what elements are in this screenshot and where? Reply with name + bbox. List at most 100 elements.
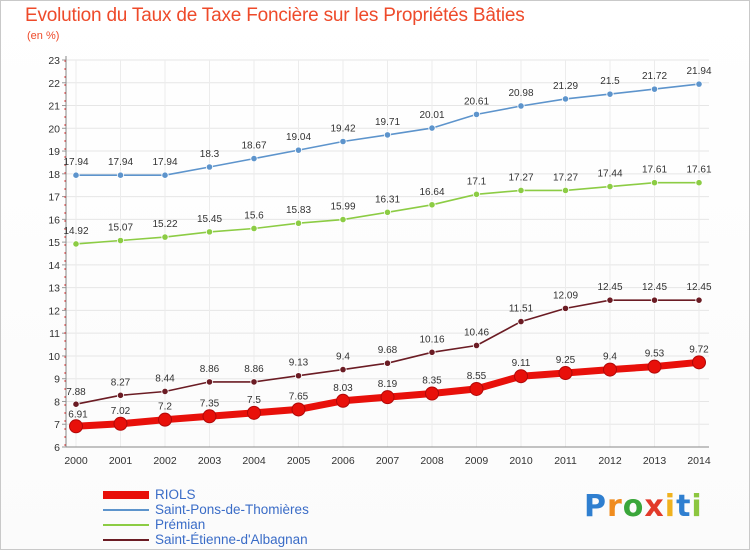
data-point	[428, 348, 436, 356]
y-tick-label: 10	[48, 351, 60, 363]
data-label: 9.72	[689, 344, 709, 355]
y-tick-label: 22	[48, 78, 60, 90]
data-label: 8.86	[200, 364, 220, 375]
data-point	[383, 131, 392, 139]
data-point	[116, 236, 125, 245]
data-point	[205, 228, 214, 236]
y-tick-label: 19	[48, 146, 60, 158]
data-point	[113, 416, 128, 431]
data-point	[561, 95, 570, 103]
legend-swatch	[103, 538, 149, 541]
x-tick-label: 2013	[643, 455, 667, 467]
data-label: 21.29	[553, 81, 578, 92]
logo-letter: t	[676, 489, 692, 524]
data-point	[428, 124, 436, 132]
data-point	[294, 219, 303, 227]
data-point	[425, 386, 439, 401]
series-layer	[69, 80, 706, 434]
legend: RIOLS Saint-Pons-de-Thomières Prémian Saint…	[103, 487, 309, 547]
legend-swatch	[103, 508, 149, 511]
data-label: 17.1	[467, 176, 487, 187]
y-tick-label: 12	[48, 305, 60, 317]
data-point	[72, 240, 80, 248]
x-tick-label: 2003	[198, 455, 222, 467]
y-tick-label: 18	[48, 169, 60, 181]
data-point	[606, 182, 614, 191]
data-label: 17.61	[686, 165, 711, 176]
data-point	[561, 186, 570, 195]
data-point	[606, 296, 614, 304]
legend-label: Saint-Pons-de-Thomières	[155, 502, 309, 517]
data-point	[469, 381, 484, 396]
data-point	[517, 186, 525, 195]
logo-letter: i	[691, 489, 703, 524]
data-labels-layer: 6.91 7.02 7.2 7.35 7.5 7.65 8.03 8.19 8.35 8.55 9.…	[63, 66, 711, 420]
data-point	[428, 201, 436, 209]
y-tick-label: 9	[54, 374, 60, 386]
data-label: 12.09	[553, 290, 578, 301]
data-point	[517, 317, 525, 326]
legend-label: Prémian	[155, 517, 206, 532]
y-tick-label: 16	[48, 214, 60, 226]
data-label: 7.65	[289, 391, 309, 402]
data-point	[294, 372, 303, 380]
x-tick-label: 2000	[64, 455, 88, 467]
data-point	[692, 355, 706, 370]
logo-letter: i	[664, 489, 677, 524]
data-point	[650, 296, 659, 304]
data-label: 12.45	[686, 282, 711, 293]
data-point	[339, 215, 347, 224]
data-label: 9.25	[556, 355, 576, 366]
data-label: 15.07	[108, 223, 133, 234]
data-label: 10.16	[419, 334, 444, 345]
data-label: 8.27	[111, 377, 131, 388]
data-point	[558, 366, 573, 381]
x-tick-label: 2008	[420, 455, 444, 467]
data-label: 9.68	[378, 345, 398, 356]
y-tick-label: 21	[48, 101, 60, 113]
data-point	[514, 369, 528, 384]
data-label: 8.44	[155, 373, 175, 384]
data-point	[72, 171, 80, 179]
data-label: 17.94	[152, 157, 177, 168]
data-point	[158, 412, 172, 427]
data-point	[383, 359, 392, 367]
data-label: 14.92	[63, 226, 88, 237]
data-label: 6.91	[68, 409, 88, 420]
data-label: 18.3	[200, 149, 220, 160]
data-point	[202, 409, 217, 424]
x-tick-label: 2014	[687, 455, 711, 467]
data-point	[695, 296, 703, 304]
data-label: 15.6	[244, 210, 264, 221]
y-tick-label: 6	[54, 442, 60, 454]
data-label: 19.04	[286, 132, 311, 143]
data-label: 9.13	[289, 358, 309, 369]
data-label: 21.72	[642, 71, 667, 82]
legend-item: Prémian	[103, 517, 309, 532]
legend-item: Saint-Pons-de-Thomières	[103, 502, 309, 517]
x-tick-label: 2001	[109, 455, 133, 467]
data-point	[205, 163, 214, 171]
data-point	[606, 90, 614, 98]
data-label: 21.5	[600, 76, 620, 87]
legend-swatch	[103, 490, 149, 499]
x-tick-label: 2005	[287, 455, 311, 467]
y-tick-label: 15	[48, 237, 60, 249]
y-tick-label: 8	[54, 396, 60, 408]
data-label: 20.01	[419, 110, 444, 121]
x-tick-label: 2010	[509, 455, 533, 467]
y-tick-label: 17	[48, 192, 60, 204]
chart-title: Evolution du Taux de Taxe Foncière sur l…	[25, 5, 525, 26]
data-label: 16.64	[419, 187, 444, 198]
data-label: 15.99	[330, 202, 355, 213]
y-tick-label: 20	[48, 123, 60, 135]
data-label: 21.94	[686, 66, 711, 77]
data-point	[161, 171, 169, 179]
data-label: 9.4	[603, 352, 617, 363]
data-label: 7.35	[200, 398, 220, 409]
data-point	[250, 224, 258, 233]
data-label: 17.44	[597, 169, 622, 180]
data-point	[336, 393, 350, 408]
data-label: 16.31	[375, 194, 400, 205]
